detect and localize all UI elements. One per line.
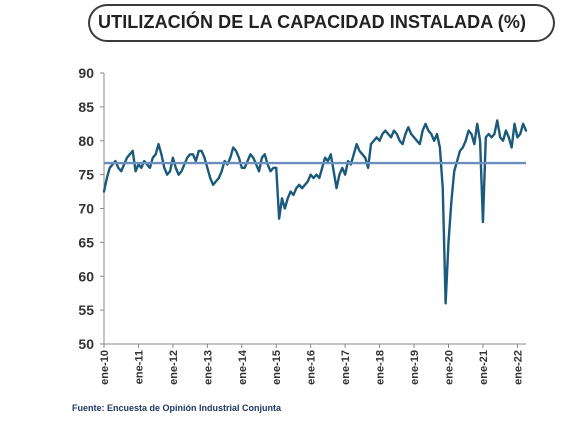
source-note: Fuente: Encuesta de Opinión Industrial C… xyxy=(72,403,282,413)
title-frame-cap xyxy=(515,4,555,42)
y-tick-label: 60 xyxy=(78,268,94,284)
x-tick-label: ene-12 xyxy=(168,350,180,385)
x-tick-label: ene-21 xyxy=(478,350,490,385)
x-tick-label: ene-15 xyxy=(271,350,283,385)
series-layer xyxy=(102,119,528,305)
y-axis: 50 55 60 65 70 75 80 85 90 xyxy=(78,65,105,352)
y-tick-label: 55 xyxy=(78,302,94,318)
x-tick-label: ene-16 xyxy=(306,350,318,385)
chart-title: UTILIZACIÓN DE LA CAPACIDAD INSTALADA (%… xyxy=(98,12,527,32)
x-axis: ene-10 ene-11 ene-12 ene-13 ene-14 ene-15 ene-… xyxy=(99,343,526,385)
x-tick-label: ene-22 xyxy=(512,350,524,385)
y-tick-label: 50 xyxy=(78,336,94,352)
x-tick-label: ene-17 xyxy=(340,350,352,385)
y-tick-label: 65 xyxy=(78,234,94,250)
y-tick-label: 70 xyxy=(78,201,94,217)
y-tick-label: 90 xyxy=(78,65,94,81)
x-tick-label: ene-20 xyxy=(443,350,455,385)
x-tick-label: ene-18 xyxy=(375,350,387,385)
x-tick-label: ene-13 xyxy=(202,350,214,385)
y-tick-label: 75 xyxy=(78,167,94,183)
x-tick-label: ene-10 xyxy=(99,350,111,385)
x-tick-label: ene-19 xyxy=(409,350,421,385)
series-line xyxy=(102,119,528,305)
y-tick-label: 85 xyxy=(78,99,94,115)
x-tick-label: ene-11 xyxy=(133,350,145,384)
x-tick-label: ene-14 xyxy=(237,349,249,385)
title-frame xyxy=(88,4,533,42)
y-tick-label: 80 xyxy=(78,133,94,149)
